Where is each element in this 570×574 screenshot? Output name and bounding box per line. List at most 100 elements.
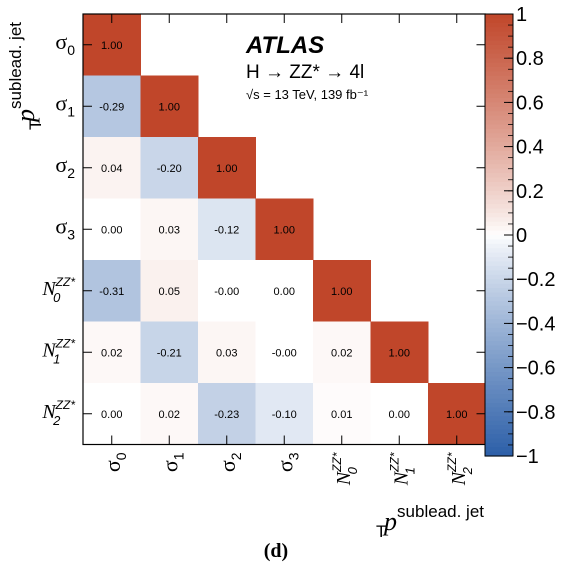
colorbar-swatch (485, 31, 513, 37)
colorbar-swatch (485, 44, 513, 50)
colorbar-swatch (485, 84, 513, 90)
colorbar-swatch (485, 314, 513, 320)
cell-value-label: 0.03 (216, 347, 237, 359)
parameter-label: σ2 (55, 152, 75, 181)
colorbar-swatch (485, 283, 513, 289)
colorbar-swatch (485, 385, 513, 391)
parameter-label: σ3 (55, 213, 75, 242)
cell-value-label: -0.00 (214, 286, 239, 298)
colorbar-swatch (485, 190, 513, 196)
svg-text:σ0: σ0 (55, 29, 75, 58)
colorbar-swatch (485, 14, 513, 20)
colorbar-swatch (485, 221, 513, 227)
svg-text:NZZ*1: NZZ*1 (41, 336, 75, 366)
colorbar-swatch (485, 58, 513, 64)
parameter-label: NZZ*2 (445, 452, 475, 486)
cell-value-label: 1.00 (216, 163, 237, 175)
colorbar-tick-label: 0.8 (516, 48, 544, 70)
colorbar-swatch (485, 354, 513, 360)
cell-value-label: 0.01 (331, 409, 352, 421)
cell-value-label: -0.00 (272, 347, 297, 359)
cell-value-label: 0.02 (101, 347, 122, 359)
colorbar-swatch (485, 345, 513, 351)
cell-value-label: 1.00 (274, 224, 295, 236)
svg-text:NZZ*0: NZZ*0 (41, 275, 75, 305)
atlas-label-block: ATLAS H → ZZ* → 4l √s = 13 TeV, 139 fb⁻¹ (245, 32, 369, 102)
heatmap-cell (255, 198, 314, 261)
cell-value-label: 1.00 (101, 40, 122, 52)
colorbar-tick-label: −0.8 (516, 402, 555, 424)
process-label: H → ZZ* → 4l (246, 62, 364, 83)
svg-text:σ1: σ1 (157, 452, 186, 472)
colorbar-swatch (485, 120, 513, 126)
cell-value-label: -0.12 (214, 224, 239, 236)
cell-value-label: 1.00 (159, 101, 180, 113)
heatmap-cell (140, 383, 199, 445)
colorbar-swatch (485, 27, 513, 33)
colorbar-swatch (485, 252, 513, 258)
svg-text:NZZ*2: NZZ*2 (445, 452, 475, 486)
cell-value-label: -0.23 (214, 409, 239, 421)
energy-lumi-label: √s = 13 TeV, 139 fb⁻¹ (246, 87, 369, 102)
colorbar-tick-label: −1 (516, 446, 539, 468)
colorbar-swatch (485, 49, 513, 55)
svg-text:σ0: σ0 (100, 452, 129, 472)
parameter-label: σ0 (100, 452, 129, 472)
y-axis-title: psublead. jetT (6, 22, 45, 130)
colorbar-swatch (485, 257, 513, 263)
colorbar-swatch (485, 239, 513, 245)
colorbar-swatch (485, 71, 513, 77)
parameter-label: NZZ*2 (41, 398, 75, 428)
colorbar-swatch (485, 151, 513, 157)
colorbar-swatch (485, 451, 513, 457)
colorbar-swatch (485, 288, 513, 294)
colorbar-swatch (485, 168, 513, 174)
cell-value-label: 0.03 (159, 224, 180, 236)
heatmap-cell (313, 321, 371, 384)
parameter-label: σ2 (215, 452, 244, 472)
parameter-label: σ1 (157, 452, 186, 472)
parameter-label: NZZ*0 (41, 275, 75, 305)
colorbar-swatch (485, 102, 513, 108)
heatmap-cell (198, 383, 256, 445)
cell-value-label: 0.00 (274, 286, 295, 298)
colorbar-swatch (485, 358, 513, 364)
colorbar-swatch (485, 40, 513, 46)
colorbar-swatch (485, 341, 513, 347)
heatmap-cell (255, 321, 314, 384)
colorbar-swatch (485, 310, 513, 316)
colorbar-swatch (485, 177, 513, 183)
colorbar-swatch (485, 89, 513, 95)
heatmap-cell (255, 260, 314, 322)
parameter-label: σ0 (55, 29, 75, 58)
colorbar-swatch (485, 173, 513, 179)
svg-text:σ3: σ3 (55, 213, 75, 242)
cell-value-label: 0.04 (101, 163, 122, 175)
colorbar-swatch (485, 248, 513, 254)
colorbar-swatch (485, 67, 513, 73)
colorbar-swatch (485, 226, 513, 232)
colorbar-swatch (485, 230, 513, 236)
heatmap-cell (428, 383, 486, 445)
svg-text:σ2: σ2 (215, 452, 244, 472)
colorbar-swatch (485, 106, 513, 112)
svg-text:σ3: σ3 (272, 452, 301, 472)
colorbar-swatch (485, 137, 513, 143)
colorbar-swatch (485, 447, 513, 453)
cell-value-label: 1.00 (331, 286, 352, 298)
colorbar-swatch (485, 292, 513, 298)
colorbar-swatch (485, 433, 513, 439)
colorbar-swatch (485, 212, 513, 218)
heatmap-cell (83, 260, 141, 322)
colorbar-swatch (485, 265, 513, 271)
colorbar-swatch (485, 75, 513, 81)
svg-text:psublead. jetT: psublead. jetT (376, 502, 484, 541)
colorbar: 1 0.8 0.6 0.4 0.2 0 −0.2 −0.4 −0.6 −0.8 −1 (484, 4, 555, 468)
colorbar-swatch (485, 279, 513, 285)
cell-value-label: -0.20 (157, 163, 182, 175)
heatmap-cell (83, 383, 141, 445)
colorbar-swatch (485, 235, 513, 241)
colorbar-swatch (485, 111, 513, 117)
cell-value-label: -0.21 (157, 347, 182, 359)
heatmap-cell (140, 260, 199, 322)
